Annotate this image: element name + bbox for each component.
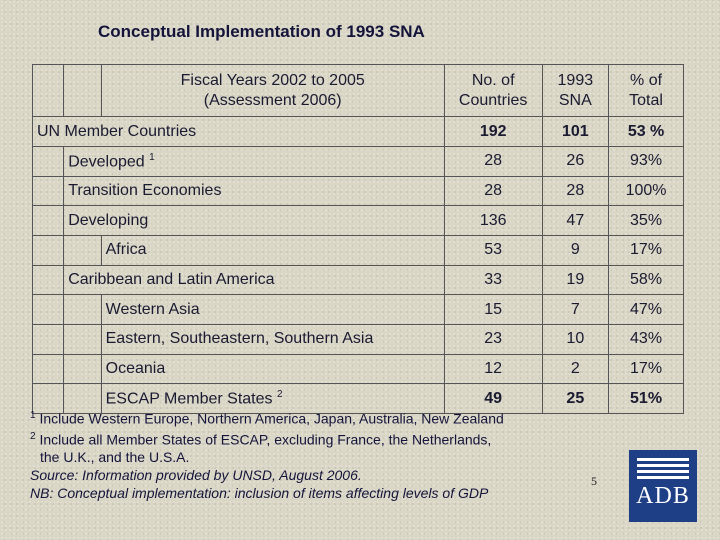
cell-sna: 10	[541, 323, 610, 355]
indent-cell	[31, 383, 65, 414]
page-number: 5	[591, 474, 597, 488]
table-row: ESCAP Member States 2 49 25 51%	[31, 383, 684, 414]
footnote-marker: 1	[149, 151, 155, 163]
footnote-2-text: Include all Member States of ESCAP, excl…	[39, 431, 492, 448]
table-row: Eastern, Southeastern, Southern Asia 23 …	[31, 323, 684, 355]
cell-sna: 7	[541, 294, 610, 325]
cell-sna: 101	[541, 116, 610, 147]
footnote-2-mark: 2	[30, 430, 36, 442]
row-label: Eastern, Southeastern, Southern Asia	[100, 323, 445, 355]
indent-cell	[63, 353, 102, 385]
row-label: UN Member Countries	[32, 116, 445, 147]
sna-table: Fiscal Years 2002 to 2005 (Assessment 20…	[31, 63, 684, 414]
cell-countries: 28	[443, 145, 543, 177]
table-row: Caribbean and Latin America 33 19 58%	[31, 264, 684, 296]
row-label: Developed 1	[63, 145, 445, 177]
cell-pct: 58%	[608, 264, 684, 296]
indent-cell	[63, 294, 102, 325]
indent-cell	[63, 234, 102, 266]
cell-sna: 47	[541, 205, 610, 236]
logo-stripes-icon	[637, 458, 689, 480]
cell-pct: 51%	[608, 383, 684, 414]
table-row: Developed 1 28 26 93%	[31, 145, 684, 177]
cell-pct: 100%	[608, 175, 684, 207]
indent-cell	[31, 353, 65, 385]
table-row: Africa 53 9 17%	[31, 234, 684, 266]
table-row: Developing 136 47 35%	[31, 205, 684, 236]
indent-cell	[31, 294, 65, 325]
indent-cell	[31, 264, 65, 296]
cell-countries: 53	[443, 234, 543, 266]
header-pct-total: % of Total	[608, 63, 684, 118]
row-label: Developing	[63, 205, 445, 236]
row-label: ESCAP Member States 2	[100, 383, 445, 414]
footnote-marker: 2	[276, 388, 283, 400]
footnote-1-text: Include Western Europe, Northern America…	[39, 410, 504, 427]
indent-cell	[31, 323, 65, 355]
table-row: Western Asia 15 7 47%	[31, 294, 684, 325]
cell-sna: 26	[541, 145, 610, 177]
cell-sna: 25	[541, 383, 610, 414]
cell-pct: 35%	[608, 205, 684, 236]
cell-sna: 9	[541, 234, 610, 266]
cell-countries: 23	[443, 323, 543, 355]
row-label: Caribbean and Latin America	[63, 264, 445, 296]
indent-cell	[31, 205, 65, 236]
header-blank-cell	[63, 63, 102, 118]
cell-pct: 43%	[608, 323, 684, 355]
indent-cell	[31, 145, 65, 177]
cell-countries: 12	[443, 353, 543, 385]
cell-countries: 15	[443, 294, 543, 325]
header-blank-cell	[31, 63, 65, 118]
cell-countries: 33	[443, 264, 543, 296]
row-label: Africa	[100, 234, 445, 266]
cell-pct: 53 %	[608, 116, 684, 147]
indent-cell	[63, 323, 102, 355]
cell-pct: 17%	[608, 234, 684, 266]
cell-sna: 28	[541, 175, 610, 207]
row-label: Western Asia	[100, 294, 445, 325]
nb-note: NB: Conceptual implementation: inclusion…	[30, 485, 489, 502]
table-row: Transition Economies 28 28 100%	[31, 175, 684, 207]
table-row: UN Member Countries 192 101 53 %	[32, 116, 684, 147]
footnote-1-mark: 1	[30, 410, 36, 421]
indent-cell	[63, 383, 102, 414]
cell-countries: 136	[443, 205, 543, 236]
cell-countries: 192	[443, 116, 543, 147]
indent-cell	[31, 175, 65, 207]
cell-countries: 28	[443, 175, 543, 207]
header-period-label: Fiscal Years 2002 to 2005 (Assessment 20…	[100, 63, 445, 118]
cell-pct: 17%	[608, 353, 684, 385]
row-label: Transition Economies	[63, 175, 445, 207]
cell-sna: 19	[541, 264, 610, 296]
footnote-2-continuation: the U.K., and the U.S.A.	[40, 449, 190, 466]
logo-text: ADB	[636, 483, 690, 509]
cell-pct: 47%	[608, 294, 684, 325]
footnote-1: 1 Include Western Europe, Northern Ameri…	[30, 407, 504, 428]
header-countries: No. of Countries	[443, 63, 543, 118]
source-note: Source: Information provided by UNSD, Au…	[30, 467, 362, 484]
indent-cell	[31, 234, 65, 266]
footnotes: 1 Include Western Europe, Northern Ameri…	[30, 407, 504, 502]
header-sna: 1993 SNA	[541, 63, 610, 118]
table-header-row: Fiscal Years 2002 to 2005 (Assessment 20…	[31, 63, 684, 118]
footnote-2: 2 Include all Member States of ESCAP, ex…	[30, 428, 504, 449]
cell-pct: 93%	[608, 145, 684, 177]
cell-countries: 49	[443, 383, 543, 414]
cell-sna: 2	[541, 353, 610, 385]
slide-title: Conceptual Implementation of 1993 SNA	[98, 22, 425, 41]
row-label: Oceania	[100, 353, 445, 385]
adb-logo: ADB	[629, 450, 697, 522]
table-row: Oceania 12 2 17%	[31, 353, 684, 385]
